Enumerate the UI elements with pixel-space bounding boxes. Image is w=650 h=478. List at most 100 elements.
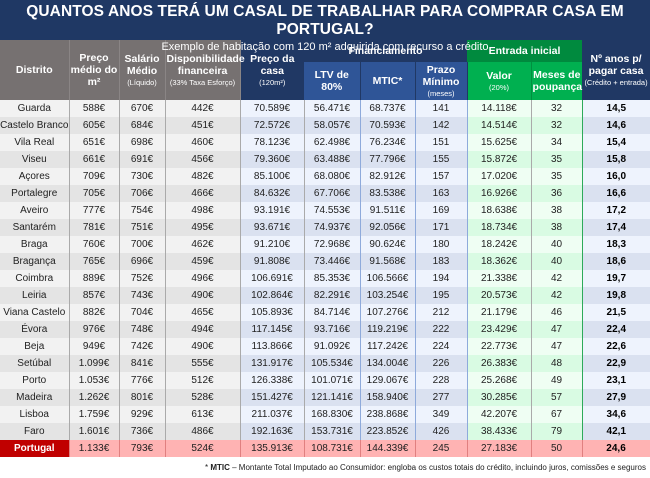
cell-preco-m2: 857€ [69,287,120,304]
cell-meses-poupanca: 47 [531,321,583,338]
cell-preco-m2: 605€ [69,117,120,134]
cell-disponibilidade: 460€ [165,134,241,151]
cell-preco-m2: 1.759€ [69,406,120,423]
cell-ltv: 56.471€ [304,100,361,117]
cell-preco-casa: 78.123€ [239,134,305,151]
header-anos-sub: (Crédito + entrada) [584,77,648,87]
cell-preco-m2: 976€ [69,321,120,338]
cell-disponibilidade: 490€ [165,287,241,304]
cell-ltv: 72.968€ [304,236,361,253]
cell-preco-m2: 777€ [69,202,120,219]
cell-mtic: 158.940€ [360,389,416,406]
cell-meses-poupanca: 35 [531,168,583,185]
cell-prazo: 142 [415,117,468,134]
data-table: Distrito Preço médio do m² Salário Médio… [0,40,650,457]
cell-salario: 754€ [119,202,166,219]
cell-salario: 704€ [119,304,166,321]
header-meses: Meses de poupança [531,62,582,100]
cell-prazo: 171 [415,219,468,236]
table-row: Faro 1.601€ 736€ 486€ 192.163€ 153.731€ 223.85… [0,423,650,440]
cell-prazo: 183 [415,253,468,270]
table-row: Beja 949€ 742€ 490€ 113.866€ 91.092€ 117.242€ 2… [0,338,650,355]
cell-valor-entrada: 18.242€ [466,236,532,253]
cell-disponibilidade: 459€ [165,253,241,270]
cell-mtic: 82.912€ [360,168,416,185]
cell-disponibilidade: 442€ [165,100,241,117]
header-anos-label: Nº anos p/ pagar casa [588,52,644,77]
cell-ltv: 74.937€ [304,219,361,236]
cell-meses-poupanca: 32 [531,117,583,134]
cell-preco-casa: 126.338€ [239,372,305,389]
table-row: Porto 1.053€ 776€ 512€ 126.338€ 101.071€ 129.0… [0,372,650,389]
cell-preco-casa: 192.163€ [239,423,305,440]
table-row: Castelo Branco 605€ 684€ 451€ 72.572€ 58.057€… [0,117,650,134]
cell-valor-entrada: 30.285€ [466,389,532,406]
cell-preco-casa: 102.864€ [239,287,305,304]
header-prazo-label: Prazo Mínimo [422,63,460,88]
cell-preco-casa: 79.360€ [239,151,305,168]
cell-preco-casa: 72.572€ [239,117,305,134]
cell-distrito: Viana Castelo [0,304,70,321]
cell-anos: 18,6 [582,253,650,270]
cell-anos: 19,7 [582,270,650,287]
table-row: Braga 760€ 700€ 462€ 91.210€ 72.968€ 90.624€ 18… [0,236,650,253]
cell-mtic: 103.254€ [360,287,416,304]
cell-mtic: 117.242€ [360,338,416,355]
cell-anos: 23,1 [582,372,650,389]
cell-anos: 22,9 [582,355,650,372]
cell-ltv: 58.057€ [304,117,361,134]
page-title: QUANTOS ANOS TERÁ UM CASAL DE TRABALHAR … [26,3,624,38]
footnote-text: – Montante Total Imputado ao Consumidor:… [229,463,646,472]
cell-prazo: 157 [415,168,468,185]
header-disponibilidade: Disponibilidade financeira (33% Taxa Esfo… [165,40,245,100]
cell-preco-casa: 85.100€ [239,168,305,185]
cell-prazo: 426 [415,423,468,440]
cell-mtic: 238.868€ [360,406,416,423]
cell-ltv: 73.446€ [304,253,361,270]
cell-preco-casa: 113.866€ [239,338,305,355]
cell-meses-poupanca: 38 [531,219,583,236]
cell-disponibilidade: 482€ [165,168,241,185]
cell-mtic: 91.568€ [360,253,416,270]
cell-meses-poupanca: 36 [531,185,583,202]
cell-prazo: 228 [415,372,468,389]
cell-preco-casa: 84.632€ [239,185,305,202]
table-row: Leiria 857€ 743€ 490€ 102.864€ 82.291€ 103.254… [0,287,650,304]
cell-mtic: 91.511€ [360,202,416,219]
table-row: Portalegre 705€ 706€ 466€ 84.632€ 67.706€ 83.5… [0,185,650,202]
cell-distrito: Porto [0,372,70,389]
cell-preco-casa: 105.893€ [239,304,305,321]
cell-prazo: 245 [415,440,468,457]
cell-prazo: 163 [415,185,468,202]
cell-salario: 748€ [119,321,166,338]
header-salario-label: Salário Médio [124,52,160,77]
cell-meses-poupanca: 79 [531,423,583,440]
cell-valor-entrada: 14.514€ [466,117,532,134]
cell-prazo: 224 [415,338,468,355]
cell-preco-m2: 1.099€ [69,355,120,372]
cell-preco-m2: 760€ [69,236,120,253]
cell-distrito: Faro [0,423,70,440]
cell-ltv: 121.141€ [304,389,361,406]
cell-mtic: 107.276€ [360,304,416,321]
cell-prazo: 349 [415,406,468,423]
table-row: Bragança 765€ 696€ 459€ 91.808€ 73.446€ 91.568… [0,253,650,270]
cell-ltv: 93.716€ [304,321,361,338]
table-row: Setúbal 1.099€ 841€ 555€ 131.917€ 105.534€ 134… [0,355,650,372]
cell-disponibilidade: 465€ [165,304,241,321]
cell-distrito: Açores [0,168,70,185]
cell-preco-casa: 117.145€ [239,321,305,338]
cell-meses-poupanca: 38 [531,202,583,219]
title-banner: QUANTOS ANOS TERÁ UM CASAL DE TRABALHAR … [0,0,650,53]
cell-meses-poupanca: 49 [531,372,583,389]
cell-distrito: Setúbal [0,355,70,372]
cell-meses-poupanca: 35 [531,151,583,168]
cell-ltv: 105.534€ [304,355,361,372]
cell-prazo: 169 [415,202,468,219]
cell-salario: 730€ [119,168,166,185]
cell-valor-entrada: 18.638€ [466,202,532,219]
cell-salario: 700€ [119,236,166,253]
header-preco-casa: Preço da casa (120m²) [240,40,304,100]
cell-salario: 841€ [119,355,166,372]
header-disponibilidade-sub: (33% Taxa Esforço) [169,77,236,87]
